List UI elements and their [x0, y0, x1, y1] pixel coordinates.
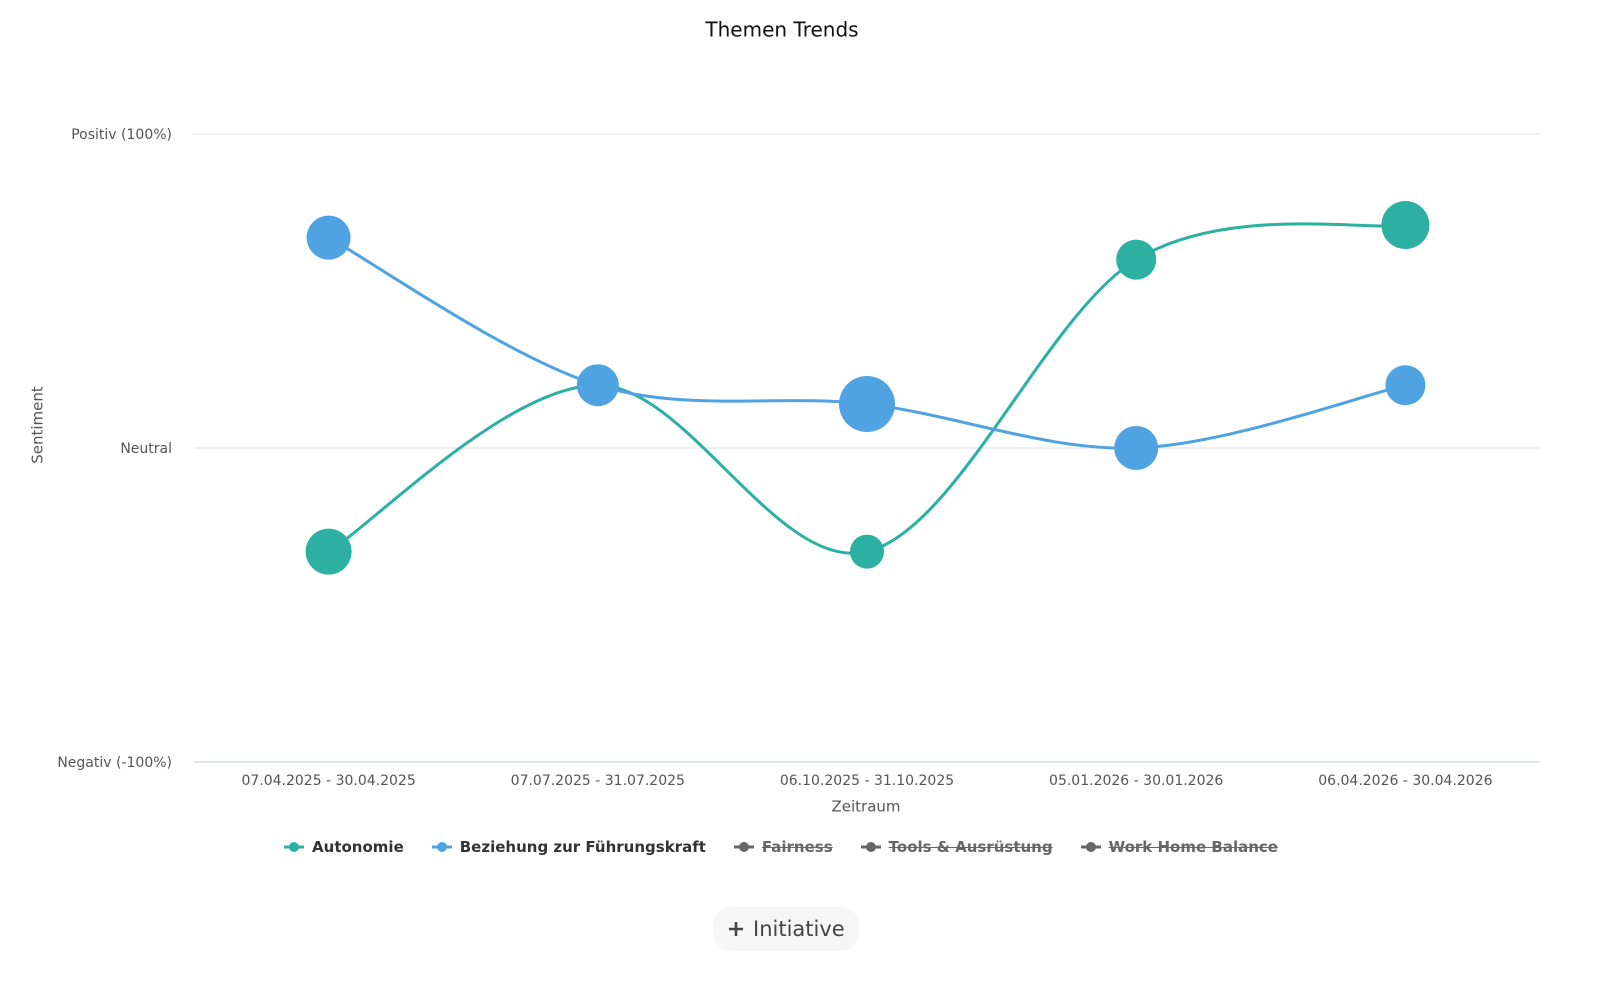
- x-tick-label: 07.07.2025 - 31.07.2025: [511, 773, 685, 789]
- legend-label: Fairness: [761, 838, 833, 856]
- data-bubble: [1381, 201, 1430, 250]
- x-tick-label: 07.04.2025 - 30.04.2025: [241, 773, 415, 789]
- legend-item[interactable]: Work Home Balance: [1080, 838, 1278, 856]
- legend-item[interactable]: Autonomie: [284, 838, 404, 856]
- data-bubble: [305, 528, 352, 575]
- legend-marker: [733, 842, 754, 852]
- legend-label: Tools & Ausrüstung: [888, 838, 1053, 856]
- legend-label: Work Home Balance: [1108, 838, 1278, 856]
- x-tick-label: 06.04.2026 - 30.04.2026: [1318, 773, 1492, 789]
- data-bubble: [1114, 426, 1159, 470]
- legend-marker: [1080, 842, 1101, 852]
- legend-label: Autonomie: [312, 838, 404, 856]
- legend-marker: [431, 842, 452, 852]
- legend-label: Beziehung zur Führungskraft: [459, 838, 706, 856]
- data-bubble: [850, 534, 884, 569]
- y-tick-label: Neutral: [120, 441, 172, 457]
- button-label: Initiative: [753, 917, 845, 941]
- x-axis-label: Zeitraum: [831, 798, 900, 816]
- legend-marker: [860, 842, 881, 852]
- x-tick-label: 06.10.2025 - 31.10.2025: [780, 773, 954, 789]
- data-bubble: [306, 215, 351, 260]
- y-axis-label: Sentiment: [29, 386, 47, 464]
- data-bubble: [1116, 239, 1157, 280]
- add-initiative-button[interactable]: Initiative: [713, 907, 859, 951]
- x-tick-label: 05.01.2026 - 30.01.2026: [1049, 773, 1223, 789]
- data-bubble: [1385, 365, 1426, 406]
- legend-item[interactable]: Beziehung zur Führungskraft: [431, 838, 706, 856]
- plus-icon: [729, 922, 743, 936]
- y-tick-label: Negativ (-100%): [57, 755, 172, 771]
- data-bubble: [576, 364, 619, 407]
- legend-item[interactable]: Fairness: [733, 838, 833, 856]
- legend-marker: [284, 842, 305, 852]
- legend: Autonomie Beziehung zur Führungskraft Fair…: [0, 838, 1562, 856]
- chart-title: Themen Trends: [704, 18, 858, 42]
- y-tick-label: Positiv (100%): [71, 127, 172, 143]
- data-bubble: [839, 376, 895, 433]
- legend-item[interactable]: Tools & Ausrüstung: [860, 838, 1053, 856]
